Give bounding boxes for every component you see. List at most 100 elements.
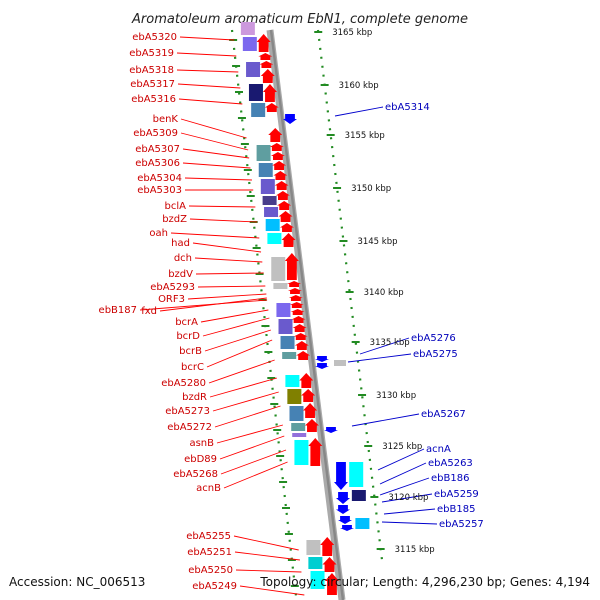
gene-leader-line bbox=[347, 353, 412, 363]
gene-label[interactable]: ebB186 bbox=[431, 473, 469, 484]
gene-label[interactable]: ebA5320 bbox=[132, 32, 177, 43]
forward-gene-arrow bbox=[259, 61, 274, 68]
gene-label[interactable]: ebA5275 bbox=[413, 349, 458, 360]
gene-label[interactable]: ebB187 bbox=[99, 305, 137, 316]
gene-label[interactable]: benK bbox=[153, 114, 179, 125]
gene-leader-line bbox=[202, 317, 270, 337]
gene-label[interactable]: ORF3 bbox=[158, 294, 185, 305]
gene-leader-line bbox=[195, 272, 264, 275]
gene-label[interactable]: bzdZ bbox=[162, 214, 187, 225]
scale-label: 3160 kbp bbox=[339, 81, 379, 91]
gene-label[interactable]: oah bbox=[149, 228, 168, 239]
forward-gene-arrow bbox=[293, 333, 308, 340]
forward-gene-arrow bbox=[294, 341, 309, 350]
gene-leader-line bbox=[223, 461, 288, 489]
forward-gene-arrow bbox=[296, 351, 311, 360]
gene-label[interactable]: acnB bbox=[196, 483, 221, 494]
feature-block bbox=[289, 406, 304, 421]
forward-gene-arrow bbox=[272, 161, 287, 170]
feature-block bbox=[310, 571, 325, 589]
gene-leader-line bbox=[379, 462, 427, 485]
gene-label[interactable]: ebA5250 bbox=[188, 565, 233, 576]
gene-label[interactable]: asnB bbox=[189, 438, 214, 449]
gene-leader-line bbox=[176, 52, 237, 57]
gene-label[interactable]: ebA5319 bbox=[129, 48, 174, 59]
gene-label[interactable]: ebA5314 bbox=[385, 102, 430, 113]
gene-label[interactable]: ebA5317 bbox=[130, 79, 175, 90]
gene-label[interactable]: ebA5307 bbox=[135, 144, 180, 155]
feature-block bbox=[260, 179, 275, 194]
feature-block bbox=[285, 375, 300, 387]
gene-label[interactable]: ebA5263 bbox=[428, 458, 473, 469]
gene-label[interactable]: ebA5259 bbox=[434, 489, 479, 500]
forward-gene-arrow bbox=[324, 573, 339, 595]
gene-label[interactable]: bzdV bbox=[168, 269, 193, 280]
gene-label[interactable]: ebA5303 bbox=[137, 185, 182, 196]
gene-label[interactable]: acnA bbox=[426, 444, 451, 455]
gene-leader-line bbox=[239, 585, 305, 596]
gene-label[interactable]: ebA5316 bbox=[131, 94, 176, 105]
scale-label: 3155 kbp bbox=[345, 131, 385, 141]
gene-leader-line bbox=[197, 285, 266, 288]
gene-leader-line bbox=[182, 162, 251, 169]
gene-leader-line bbox=[180, 118, 247, 139]
gene-label[interactable]: ebD89 bbox=[184, 454, 217, 465]
gene-label[interactable]: ebA5280 bbox=[161, 378, 206, 389]
forward-gene-arrow bbox=[277, 201, 292, 210]
gene-label[interactable]: ebA5318 bbox=[129, 65, 174, 76]
gene-label[interactable]: ebA5306 bbox=[135, 158, 180, 169]
scale-label: 3125 kbp bbox=[382, 442, 422, 452]
reverse-gene-arrow bbox=[338, 516, 352, 524]
gene-leader-line bbox=[139, 299, 268, 311]
gene-label[interactable]: ebA5276 bbox=[411, 333, 456, 344]
feature-block bbox=[306, 540, 321, 555]
gene-leader-line bbox=[179, 36, 235, 41]
gene-leader-line bbox=[189, 218, 258, 223]
gene-label[interactable]: ebA5268 bbox=[173, 469, 218, 480]
gene-label[interactable]: bzdR bbox=[182, 392, 207, 403]
gene-label[interactable]: dch bbox=[174, 253, 192, 264]
forward-gene-arrow bbox=[268, 128, 283, 142]
forward-gene-arrow bbox=[256, 34, 271, 52]
gene-label[interactable]: ebA5251 bbox=[187, 547, 232, 558]
gene-label[interactable]: ebB185 bbox=[437, 504, 475, 515]
feature-block bbox=[287, 389, 302, 404]
gene-label[interactable]: bcrA bbox=[175, 317, 198, 328]
forward-gene-arrow bbox=[322, 557, 337, 572]
gene-label[interactable]: bclA bbox=[165, 201, 187, 212]
gene-label[interactable]: ebA5304 bbox=[137, 173, 182, 184]
reverse-gene-arrow bbox=[324, 427, 338, 433]
gene-label[interactable]: ebA5249 bbox=[192, 581, 237, 592]
gene-label[interactable]: bcrC bbox=[181, 362, 204, 373]
gene-leader-line bbox=[204, 329, 272, 352]
gene-leader-line bbox=[212, 391, 279, 412]
gene-label[interactable]: bcrB bbox=[179, 346, 202, 357]
forward-gene-arrow bbox=[270, 152, 285, 160]
gene-label[interactable]: ebA5272 bbox=[167, 422, 212, 433]
scale-label: 3120 kbp bbox=[388, 493, 428, 503]
forward-gene-arrow bbox=[278, 211, 293, 222]
gene-label[interactable]: bcrD bbox=[176, 331, 200, 342]
gene-label[interactable]: ebA5267 bbox=[421, 409, 466, 420]
gene-label[interactable]: fxd bbox=[141, 306, 157, 317]
gene-leader-line bbox=[182, 148, 250, 159]
reverse-gene-arrow bbox=[336, 505, 350, 514]
scale-label: 3150 kbp bbox=[351, 184, 391, 194]
gene-label[interactable]: ebA5293 bbox=[150, 282, 195, 293]
forward-gene-arrow bbox=[308, 438, 323, 466]
forward-gene-arrow bbox=[258, 53, 273, 60]
gene-label[interactable]: ebA5257 bbox=[439, 519, 484, 530]
feature-block bbox=[349, 462, 364, 487]
gene-label[interactable]: ebA5255 bbox=[186, 531, 231, 542]
feature-block bbox=[276, 303, 291, 317]
gene-label[interactable]: ebA5273 bbox=[165, 406, 210, 417]
forward-gene-arrow bbox=[292, 324, 307, 332]
forward-gene-arrow bbox=[279, 223, 294, 232]
scale-label: 3115 kbp bbox=[395, 545, 435, 555]
reverse-gene-arrow bbox=[315, 356, 329, 362]
gene-leader-line bbox=[184, 177, 252, 181]
gene-leader-line bbox=[192, 242, 262, 253]
gene-label[interactable]: had bbox=[171, 238, 190, 249]
gene-label[interactable]: ebA5309 bbox=[133, 128, 178, 139]
